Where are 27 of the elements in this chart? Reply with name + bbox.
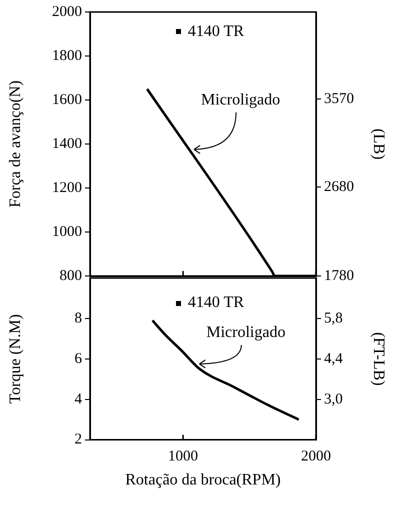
line-series — [151, 319, 300, 421]
y2-axis-title: (LB) — [370, 128, 388, 160]
y-axis-title: Torque (N.M) — [6, 314, 24, 404]
annotation: 4140 TR — [188, 22, 244, 41]
annotation: Microligado — [206, 324, 286, 342]
y-tick-label: 2000 — [52, 4, 82, 20]
y2-tick-label: 3,0 — [324, 391, 343, 408]
annotation: 4140 TR — [188, 294, 244, 312]
y-tick-label: 2 — [74, 432, 82, 448]
y-tick-label: 6 — [74, 350, 82, 367]
y-tick-label: 8 — [74, 310, 82, 326]
y-tick-label: 4 — [74, 391, 82, 408]
y2-tick-label: 1780 — [324, 268, 354, 284]
y-axis-title: Força de avanço(N) — [6, 80, 24, 208]
y2-axis-title: (FT-LB) — [370, 332, 388, 386]
x-axis-title: Rotação da broca(RPM) — [125, 472, 281, 489]
y-tick-label: 1600 — [52, 92, 82, 108]
y2-tick-label: 2680 — [324, 178, 354, 195]
y2-tick-label: 5,8 — [324, 310, 343, 326]
y-tick-label: 1200 — [52, 180, 82, 196]
y-tick-label: 1800 — [52, 48, 82, 64]
y-tick-label: 1000 — [52, 224, 82, 240]
annotation: Microligado — [201, 92, 280, 109]
y-tick-label: 1400 — [52, 136, 82, 152]
y-tick-label: 800 — [60, 268, 82, 284]
y2-tick-label: 4,4 — [324, 350, 344, 367]
y2-tick-label: 3570 — [324, 90, 354, 107]
